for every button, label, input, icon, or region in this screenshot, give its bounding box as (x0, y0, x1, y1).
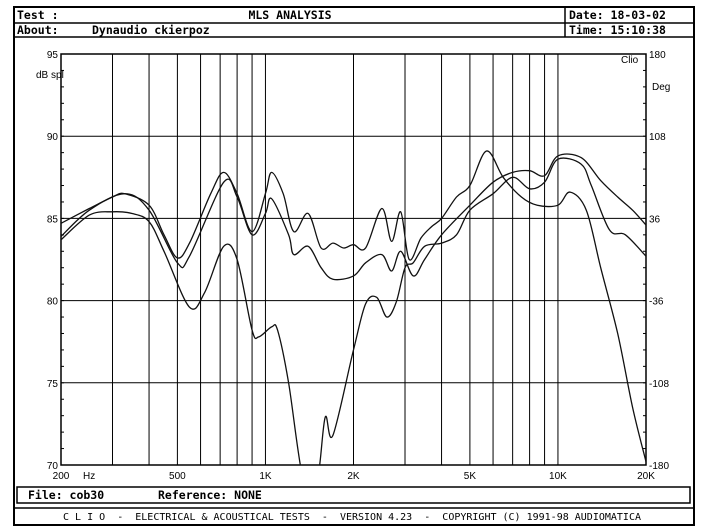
clio-brand: Clio (621, 55, 639, 66)
y2-tick-label: 36 (649, 214, 661, 225)
y-tick-label: 95 (47, 50, 59, 61)
file-info-box (16, 486, 691, 504)
test-label: Test : (17, 8, 59, 22)
y2-tick-label: -180 (649, 461, 669, 472)
series-curve-3 (61, 157, 646, 465)
x-tick-label: 2K (347, 471, 360, 482)
reference: Reference: NONE (158, 488, 262, 502)
series-curve-2 (61, 153, 646, 281)
y-tick-label: 85 (47, 214, 59, 225)
date-text: Date: 18-03-02 (569, 8, 666, 22)
y2-tick-label: -108 (649, 379, 669, 390)
y-axis-label: dB spl (36, 70, 64, 81)
y-tick-label: 90 (47, 132, 59, 143)
x-tick-label: 5K (464, 471, 477, 482)
x-tick-label: 20K (637, 471, 655, 482)
y2-axis-label: Deg (652, 82, 670, 93)
plot-area: 95 180 90 108 85 36 80 -36 75 -108 70 -180 200 500 1K 2… (47, 50, 670, 482)
file-name: File: cob30 (28, 488, 104, 502)
x-tick-label: 10K (549, 471, 567, 482)
y2-tick-label: 108 (649, 132, 666, 143)
x-tick-label: 200 (53, 471, 70, 482)
time-text: Time: 15:10:38 (569, 23, 666, 37)
credits-line: C L I O - ELECTRICAL & ACOUSTICAL TESTS … (63, 512, 641, 523)
y2-tick-label: 180 (649, 50, 666, 61)
y-tick-label: 75 (47, 379, 59, 390)
about-value: Dynaudio ckierpoz (92, 23, 210, 37)
x-axis-unit: Hz (83, 471, 95, 482)
y-tick-label: 70 (47, 461, 59, 472)
y2-tick-label: -36 (649, 297, 664, 308)
x-tick-label: 1K (259, 471, 272, 482)
chart-title: MLS ANALYSIS (248, 8, 331, 22)
series-curve-1 (61, 150, 646, 462)
y-tick-label: 80 (47, 297, 59, 308)
about-label: About: (17, 23, 59, 37)
x-tick-label: 500 (169, 471, 186, 482)
